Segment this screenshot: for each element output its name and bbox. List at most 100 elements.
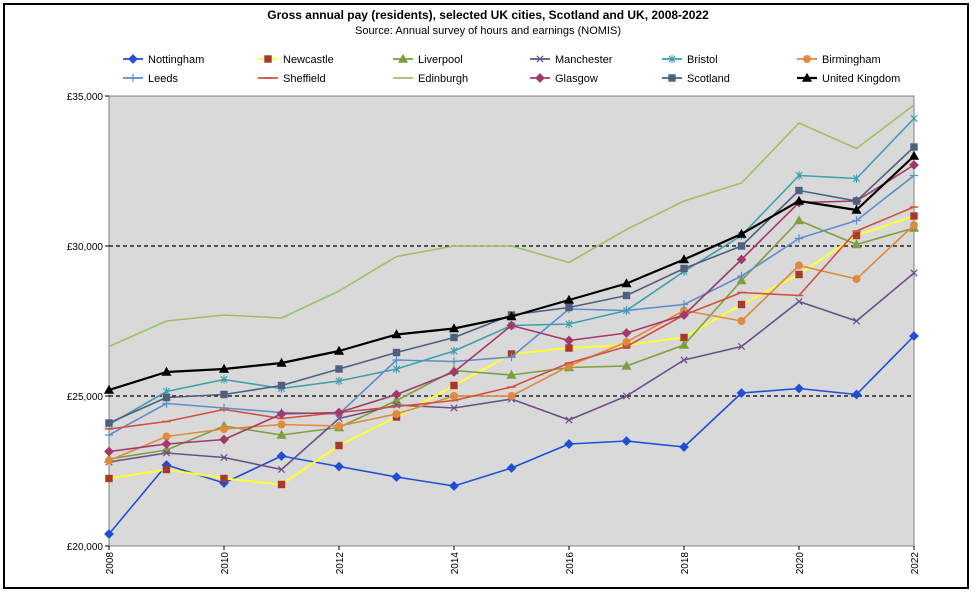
point-bristol-2016 bbox=[565, 319, 573, 329]
series-nottingham bbox=[104, 331, 919, 539]
legend-label-scotland: Scotland bbox=[687, 73, 730, 85]
legend-label-sheffield: Sheffield bbox=[283, 73, 326, 85]
point-nottingham-2008 bbox=[104, 529, 114, 539]
point-glasgow-2017 bbox=[621, 328, 632, 338]
x-tick-label: 2012 bbox=[335, 552, 346, 575]
x-tick-label: 2016 bbox=[565, 552, 576, 575]
point-manchester-2022 bbox=[910, 269, 918, 277]
point-leeds-2013 bbox=[392, 355, 401, 365]
point-united-kingdom-2008 bbox=[103, 384, 115, 394]
point-united-kingdom-2022 bbox=[908, 150, 920, 160]
point-scotland-2011 bbox=[277, 381, 286, 390]
legend-marker-leeds bbox=[128, 73, 138, 83]
point-manchester-2019 bbox=[737, 342, 746, 351]
point-nottingham-2014 bbox=[449, 481, 459, 491]
point-glasgow-2018 bbox=[679, 310, 689, 320]
point-scotland-2021 bbox=[852, 197, 861, 205]
point-birmingham-2020 bbox=[795, 261, 803, 270]
point-united-kingdom-2012 bbox=[333, 345, 345, 355]
legend-marker-bristol bbox=[668, 54, 676, 64]
point-scotland-2008 bbox=[105, 419, 113, 427]
legend-item-manchester: Manchester bbox=[530, 54, 613, 66]
point-birmingham-2013 bbox=[392, 410, 401, 418]
legend-label-edinburgh: Edinburgh bbox=[418, 73, 468, 85]
y-tick-label: £25,000 bbox=[67, 392, 104, 403]
legend-label-united-kingdom: United Kingdom bbox=[822, 73, 900, 85]
point-manchester-2011 bbox=[277, 465, 286, 474]
point-nottingham-2020 bbox=[794, 383, 804, 394]
point-manchester-2009 bbox=[162, 449, 171, 457]
point-scotland-2010 bbox=[220, 390, 228, 399]
point-united-kingdom-2009 bbox=[161, 366, 172, 376]
point-glasgow-2010 bbox=[219, 434, 229, 445]
point-nottingham-2011 bbox=[276, 451, 287, 461]
point-liverpool-2017 bbox=[621, 360, 632, 370]
point-nottingham-2018 bbox=[679, 442, 689, 452]
point-scotland-2022 bbox=[910, 143, 918, 151]
point-united-kingdom-2014 bbox=[448, 323, 460, 333]
x-tick-label: 2020 bbox=[795, 552, 806, 575]
point-glasgow-2009 bbox=[161, 439, 172, 449]
legend-marker-united-kingdom bbox=[801, 72, 813, 82]
point-manchester-2020 bbox=[795, 297, 803, 306]
point-newcastle-2010 bbox=[220, 474, 228, 483]
point-manchester-2018 bbox=[680, 356, 688, 364]
x-tick-label: 2022 bbox=[910, 552, 921, 575]
x-tick-label: 2014 bbox=[450, 552, 461, 575]
axes: £20,000 £25,000 £30,000 £35,000 2008 2010 2012… bbox=[67, 92, 921, 574]
point-birmingham-2019 bbox=[737, 317, 746, 325]
legend-item-sheffield: Sheffield bbox=[258, 73, 326, 85]
legend-label-bristol: Bristol bbox=[687, 54, 718, 66]
point-newcastle-2008 bbox=[105, 474, 113, 483]
point-leeds-2014 bbox=[449, 357, 459, 366]
point-nottingham-2022 bbox=[909, 331, 919, 341]
point-newcastle-2019 bbox=[737, 300, 746, 309]
legend-item-scotland: Scotland bbox=[662, 73, 730, 85]
point-scotland-2017 bbox=[622, 291, 631, 300]
point-scotland-2009 bbox=[162, 393, 171, 402]
point-nottingham-2012 bbox=[334, 461, 344, 472]
legend-marker-scotland bbox=[668, 74, 676, 82]
legend-label-newcastle: Newcastle bbox=[283, 54, 334, 66]
point-newcastle-2022 bbox=[910, 212, 918, 220]
legend-marker-liverpool bbox=[397, 53, 409, 63]
series-edinburgh bbox=[108, 104, 915, 348]
x-tick-label: 2018 bbox=[680, 552, 691, 575]
point-united-kingdom-2019 bbox=[736, 228, 747, 238]
point-birmingham-2015 bbox=[507, 392, 516, 400]
point-glasgow-2015 bbox=[506, 320, 517, 331]
point-united-kingdom-2010 bbox=[218, 363, 230, 373]
point-leeds-2008 bbox=[104, 430, 114, 440]
legend-label-nottingham: Nottingham bbox=[148, 54, 204, 66]
legend-marker-birmingham bbox=[803, 55, 811, 63]
point-nottingham-2013 bbox=[391, 472, 402, 482]
point-nottingham-2017 bbox=[621, 436, 632, 446]
point-bristol-2020 bbox=[795, 171, 803, 180]
point-glasgow-2019 bbox=[736, 254, 747, 265]
point-leeds-2022 bbox=[909, 171, 919, 180]
point-manchester-2016 bbox=[565, 416, 573, 424]
point-scotland-2019 bbox=[737, 242, 746, 250]
legend-item-leeds: Leeds bbox=[123, 73, 178, 85]
point-scotland-2020 bbox=[795, 186, 803, 195]
series-line-edinburgh bbox=[108, 104, 915, 348]
legend-marker-manchester bbox=[536, 55, 544, 63]
legend-label-liverpool: Liverpool bbox=[418, 54, 463, 66]
point-leeds-2021 bbox=[852, 216, 861, 225]
point-nottingham-2019 bbox=[736, 388, 747, 398]
legend: Nottingham Newcastle Liverpool Manchester Br… bbox=[123, 53, 900, 85]
point-nottingham-2015 bbox=[506, 463, 517, 473]
legend-item-bristol: Bristol bbox=[662, 54, 718, 66]
y-tick-label: £35,000 bbox=[67, 92, 104, 103]
point-glasgow-2008 bbox=[104, 446, 114, 457]
legend-label-manchester: Manchester bbox=[555, 54, 613, 66]
point-leeds-2010 bbox=[219, 403, 229, 413]
point-newcastle-2018 bbox=[680, 333, 688, 342]
point-birmingham-2014 bbox=[450, 392, 458, 400]
legend-label-glasgow: Glasgow bbox=[555, 73, 598, 85]
point-newcastle-2011 bbox=[277, 480, 286, 489]
point-leeds-2019 bbox=[737, 271, 746, 281]
point-newcastle-2016 bbox=[565, 344, 573, 352]
legend-marker-newcastle bbox=[264, 55, 272, 63]
